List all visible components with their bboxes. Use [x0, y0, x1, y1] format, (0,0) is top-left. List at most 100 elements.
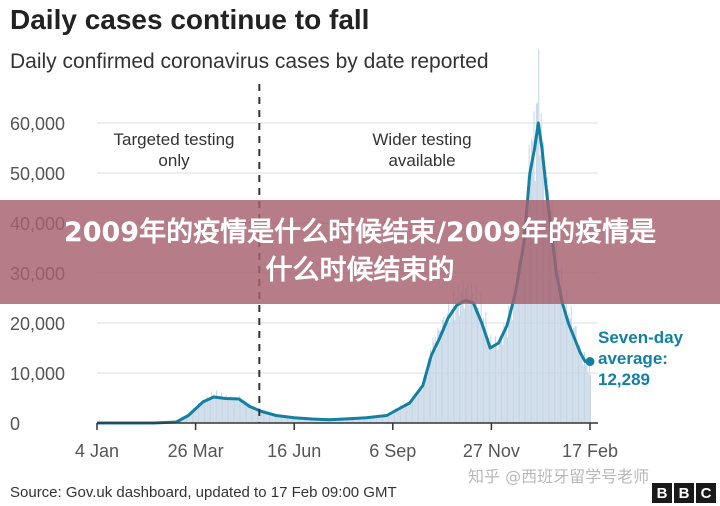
- daily-bar: [557, 270, 559, 423]
- daily-bar: [222, 398, 224, 423]
- daily-bar: [240, 398, 242, 423]
- daily-bar: [292, 417, 295, 423]
- daily-bar: [267, 412, 269, 423]
- daily-bar: [553, 242, 555, 423]
- daily-bar: [383, 416, 385, 423]
- daily-bar: [313, 419, 315, 423]
- average-endpoint: [585, 357, 595, 367]
- daily-bar: [232, 400, 234, 423]
- daily-bar: [516, 297, 518, 423]
- daily-bar: [438, 330, 440, 423]
- daily-bar: [565, 289, 567, 423]
- daily-bar: [561, 267, 563, 423]
- daily-bar: [463, 308, 465, 423]
- daily-bar: [443, 316, 445, 423]
- daily-bar: [508, 305, 510, 423]
- daily-bar: [544, 204, 546, 423]
- daily-bar: [377, 415, 379, 423]
- daily-bar: [498, 339, 500, 423]
- daily-bar: [472, 293, 474, 423]
- daily-bar: [502, 344, 504, 423]
- daily-bar: [509, 314, 511, 423]
- daily-bar: [205, 400, 207, 423]
- daily-bar: [223, 397, 225, 423]
- daily-bar: [321, 419, 323, 423]
- daily-bar: [416, 394, 418, 423]
- daily-bar: [243, 398, 245, 423]
- daily-bar: [218, 395, 220, 423]
- daily-bar: [552, 230, 554, 423]
- daily-bar: [391, 411, 393, 423]
- daily-bar: [390, 412, 392, 423]
- daily-bar: [582, 364, 584, 423]
- daily-bar: [495, 336, 497, 423]
- daily-bar: [434, 337, 436, 423]
- daily-bar: [349, 418, 351, 423]
- daily-bar: [424, 377, 426, 423]
- daily-bar: [403, 407, 405, 423]
- daily-bar: [327, 420, 329, 423]
- daily-bar: [492, 347, 494, 423]
- daily-bar: [474, 305, 476, 423]
- daily-bar: [437, 327, 439, 423]
- daily-bar: [436, 349, 438, 423]
- y-tick-label: 60,000: [10, 114, 65, 134]
- daily-bar: [345, 419, 347, 423]
- daily-bar: [255, 408, 257, 423]
- daily-bar: [303, 418, 305, 423]
- overlay-banner: 2009年的疫情是什么时候结束/2009年的疫情是什么时候结束的: [0, 200, 720, 304]
- daily-bar: [559, 285, 561, 423]
- daily-bar: [201, 400, 203, 423]
- daily-bar: [394, 411, 396, 423]
- daily-bar: [279, 416, 281, 423]
- daily-bar: [234, 396, 236, 423]
- daily-bar: [482, 317, 485, 423]
- daily-bar: [344, 418, 346, 423]
- daily-bar: [389, 413, 391, 423]
- daily-bar: [410, 402, 412, 423]
- daily-bar: [451, 308, 453, 423]
- daily-bar: [206, 395, 208, 423]
- daily-bar: [348, 418, 350, 423]
- daily-bar: [576, 343, 578, 423]
- daily-bar: [573, 327, 575, 423]
- daily-bar: [522, 231, 524, 423]
- daily-bar: [365, 417, 367, 423]
- daily-bar: [575, 326, 577, 423]
- daily-bar: [488, 345, 491, 423]
- daily-bar: [497, 349, 499, 423]
- daily-bar: [445, 323, 447, 423]
- y-tick-label: 50,000: [10, 164, 65, 184]
- daily-bar: [444, 325, 446, 423]
- daily-bar: [291, 416, 293, 423]
- daily-bar: [588, 362, 590, 423]
- daily-bar: [337, 419, 339, 423]
- daily-bar: [280, 415, 282, 423]
- daily-bar: [268, 411, 270, 423]
- daily-bar: [375, 416, 377, 423]
- daily-bar: [331, 419, 333, 423]
- daily-bar: [486, 338, 488, 423]
- daily-bar: [315, 419, 317, 423]
- daily-bar: [236, 397, 238, 423]
- daily-bar: [586, 363, 588, 423]
- daily-bar: [252, 408, 254, 423]
- daily-bar: [496, 346, 498, 423]
- daily-bar: [449, 322, 451, 423]
- daily-bar: [397, 408, 399, 423]
- daily-bar: [195, 407, 197, 423]
- daily-bar: [278, 415, 280, 423]
- daily-bar: [450, 309, 452, 423]
- daily-bar: [580, 353, 582, 423]
- annotation-wider-testing: Wider testing: [372, 130, 471, 149]
- daily-bar: [341, 419, 343, 423]
- x-axis: 4 Jan 26 Mar 16 Jun 6 Sep 27 Nov 17 Feb: [75, 422, 618, 461]
- chart-title: Daily cases continue to fall: [10, 4, 370, 35]
- daily-bar: [562, 310, 564, 423]
- x-tick-label: 17 Feb: [562, 441, 618, 461]
- daily-bar: [244, 402, 246, 423]
- average-end-label: average:: [598, 349, 668, 368]
- daily-bar: [208, 397, 210, 423]
- daily-bar: [224, 399, 226, 423]
- daily-bar: [247, 406, 249, 423]
